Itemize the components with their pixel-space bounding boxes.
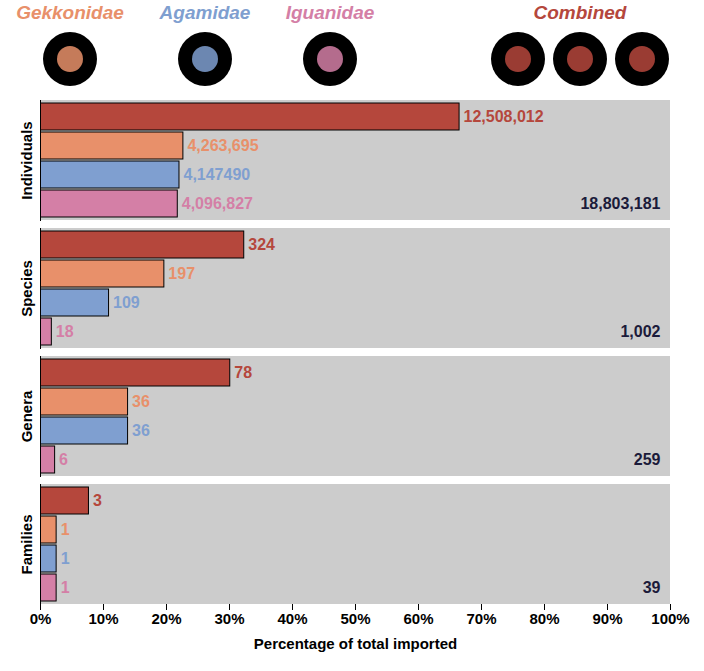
svg-text:0%: 0% [30,610,52,627]
svg-text:324: 324 [248,236,275,253]
svg-text:Individuals: Individuals [18,121,35,199]
svg-text:3: 3 [93,492,102,509]
svg-text:39: 39 [643,579,661,596]
svg-text:90%: 90% [592,610,622,627]
svg-text:Species: Species [18,260,35,317]
svg-text:18: 18 [56,323,74,340]
svg-text:Genera: Genera [18,390,35,442]
html-text:Combined: Combined [533,2,627,23]
svg-text:80%: 80% [529,610,559,627]
svg-text:36: 36 [132,393,150,410]
svg-text:197: 197 [168,265,195,282]
svg-text:Percentage of total imported: Percentage of total imported [254,635,457,652]
svg-text:20%: 20% [151,610,181,627]
svg-text:4,096,827: 4,096,827 [182,195,253,212]
svg-text:1,002: 1,002 [620,323,660,340]
svg-text:109: 109 [113,294,140,311]
svg-text:30%: 30% [214,610,244,627]
svg-text:100%: 100% [651,610,689,627]
svg-text:40%: 40% [277,610,307,627]
svg-text:1: 1 [61,521,70,538]
svg-text:60%: 60% [403,610,433,627]
svg-text:Families: Families [18,514,35,574]
svg-text:18,803,181: 18,803,181 [580,195,660,212]
svg-text:4,147490: 4,147490 [183,166,250,183]
html-text:Agamidae: Agamidae [159,2,251,23]
html-text:Iguanidae: Iguanidae [285,2,375,23]
html-text:Gekkonidae: Gekkonidae [16,2,124,23]
svg-text:6: 6 [59,451,68,468]
svg-text:36: 36 [132,422,150,439]
svg-text:4,263,695: 4,263,695 [187,137,258,154]
svg-text:10%: 10% [88,610,118,627]
svg-text:259: 259 [634,451,661,468]
svg-text:78: 78 [234,364,252,381]
svg-text:12,508,012: 12,508,012 [464,108,544,125]
svg-text:50%: 50% [340,610,370,627]
svg-text:70%: 70% [466,610,496,627]
svg-text:1: 1 [61,579,70,596]
svg-text:1: 1 [61,550,70,567]
